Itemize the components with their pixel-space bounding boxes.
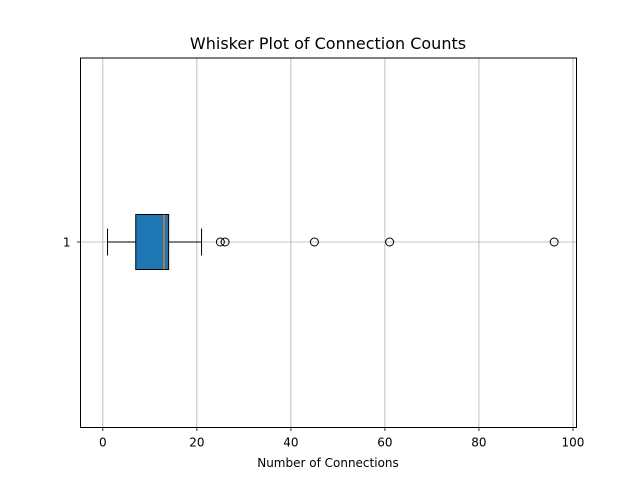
outlier-point: [220, 237, 230, 247]
outlier-point: [385, 237, 395, 247]
plot-area: [107, 214, 559, 270]
iqr-box: [135, 214, 170, 270]
y-tick-label: 1: [63, 236, 71, 250]
x-tick-label: 100: [562, 436, 585, 450]
outlier-point: [309, 237, 319, 247]
chart-title: Whisker Plot of Connection Counts: [190, 34, 466, 53]
x-tick-label: 80: [471, 436, 486, 450]
x-axis-label: Number of Connections: [257, 456, 399, 470]
x-tick-label: 0: [99, 436, 107, 450]
x-tick-label: 60: [377, 436, 392, 450]
axis-ticks: 0 20 40 60 80 100 1: [63, 236, 585, 450]
x-tick-label: 20: [189, 436, 204, 450]
outlier-point: [549, 237, 559, 247]
axes-frame: [80, 57, 577, 428]
outlier-point: [215, 237, 225, 247]
x-tick-label: 40: [283, 436, 298, 450]
